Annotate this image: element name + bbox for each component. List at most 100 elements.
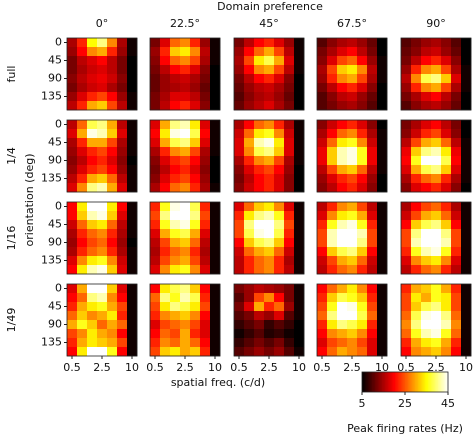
heatmap-cell xyxy=(87,238,98,248)
x-tick-label: 10 xyxy=(125,361,139,374)
heatmap-cell xyxy=(294,138,305,148)
heatmap-cell xyxy=(170,165,181,175)
heatmap-cell xyxy=(317,165,328,175)
heatmap-cell xyxy=(150,229,161,239)
colorbar-segment xyxy=(432,372,435,392)
heatmap-cell xyxy=(117,247,128,257)
heatmap-cell xyxy=(160,83,171,93)
heatmap-cell xyxy=(337,74,348,84)
heatmap-cell xyxy=(377,265,388,275)
heatmap-cell xyxy=(67,47,78,57)
heatmap-cell xyxy=(67,147,78,157)
heatmap-cell xyxy=(411,256,422,266)
heatmap-cell xyxy=(451,183,462,193)
heatmap-cell xyxy=(97,347,108,357)
heatmap-cell xyxy=(170,138,181,148)
heatmap-cell xyxy=(431,38,442,48)
heatmap-cell xyxy=(117,65,128,75)
heatmap-cell xyxy=(327,183,338,193)
heatmap-cell xyxy=(347,101,358,111)
heatmap-cell xyxy=(357,265,368,275)
heatmap-cell xyxy=(347,174,358,184)
heatmap-cell xyxy=(234,202,245,212)
heatmap-cell xyxy=(421,211,432,221)
colorbar-segment xyxy=(439,372,442,392)
heatmap-cell xyxy=(107,320,118,330)
heatmap-cell xyxy=(357,183,368,193)
heatmap-cell xyxy=(254,92,265,102)
heatmap-cell xyxy=(411,156,422,166)
heatmap-cell xyxy=(451,284,462,294)
heatmap-cell xyxy=(441,174,452,184)
heatmap-cell xyxy=(421,293,432,303)
heatmap-cell xyxy=(347,320,358,330)
heatmap-cell xyxy=(327,165,338,175)
heatmap-cell xyxy=(441,120,452,130)
heatmap-cell xyxy=(170,174,181,184)
heatmap-cell xyxy=(337,329,348,339)
heatmap-cell xyxy=(431,220,442,230)
heatmap-cell xyxy=(170,47,181,57)
heatmap-cell xyxy=(431,156,442,166)
heatmap-cell xyxy=(367,56,378,66)
heatmap-cell xyxy=(347,238,358,248)
heatmap-cell xyxy=(327,284,338,294)
heatmap-cell xyxy=(190,329,201,339)
heatmap-cell xyxy=(117,174,128,184)
heatmap-cell xyxy=(97,229,108,239)
heatmap-cell xyxy=(337,338,348,348)
heatmap-cell xyxy=(367,101,378,111)
heatmap-cell xyxy=(77,338,88,348)
heatmap-cell xyxy=(127,320,138,330)
heatmap-cell xyxy=(87,56,98,66)
colorbar-segment xyxy=(370,372,373,392)
heatmap-cell xyxy=(401,138,412,148)
heatmap-cell xyxy=(317,38,328,48)
heatmap-cell xyxy=(461,138,472,148)
heatmap-cell xyxy=(160,138,171,148)
heatmap-cell xyxy=(254,156,265,166)
column-title: 45° xyxy=(259,17,279,30)
heatmap-cell xyxy=(160,129,171,139)
colorbar-segment xyxy=(426,372,429,392)
heatmap-cell xyxy=(357,338,368,348)
heatmap-cell xyxy=(274,238,285,248)
heatmap-cell xyxy=(127,74,138,84)
heatmap-cell xyxy=(107,101,118,111)
heatmap-cell xyxy=(284,165,295,175)
heatmap-cell xyxy=(150,38,161,48)
heatmap-cell xyxy=(254,211,265,221)
heatmap-cell xyxy=(441,165,452,175)
heatmap-cell xyxy=(317,256,328,266)
heatmap-cell xyxy=(431,293,442,303)
heatmap-cell xyxy=(180,38,191,48)
heatmap-cell xyxy=(160,156,171,166)
heatmap-cell xyxy=(254,229,265,239)
heatmap-cell xyxy=(117,293,128,303)
heatmap-cell xyxy=(107,47,118,57)
heatmap-cell xyxy=(210,147,221,157)
heatmap-cell xyxy=(97,101,108,111)
heatmap-cell xyxy=(274,174,285,184)
heatmap-cell xyxy=(421,220,432,230)
row-title: 1/16 xyxy=(5,226,18,251)
panel-frame xyxy=(316,201,388,275)
heatmap-cell xyxy=(150,202,161,212)
heatmap-cell xyxy=(234,320,245,330)
heatmap-cell xyxy=(327,302,338,312)
heatmap-cell xyxy=(367,265,378,275)
heatmap-cell xyxy=(431,129,442,139)
heatmap-cell xyxy=(377,47,388,57)
heatmap-cell xyxy=(431,83,442,93)
y-tick-label: 0 xyxy=(55,200,62,213)
heatmap-cell xyxy=(421,147,432,157)
y-tick-label: 135 xyxy=(41,172,62,185)
heatmap-cell xyxy=(294,165,305,175)
heatmap-cell xyxy=(347,92,358,102)
heatmap-cell xyxy=(431,338,442,348)
x-tick-label: 2.5 xyxy=(343,361,361,374)
heatmap-cell xyxy=(401,302,412,312)
heatmap-cell xyxy=(294,311,305,321)
colorbar-tick-label: 45 xyxy=(441,397,455,410)
heatmap-cell xyxy=(87,165,98,175)
